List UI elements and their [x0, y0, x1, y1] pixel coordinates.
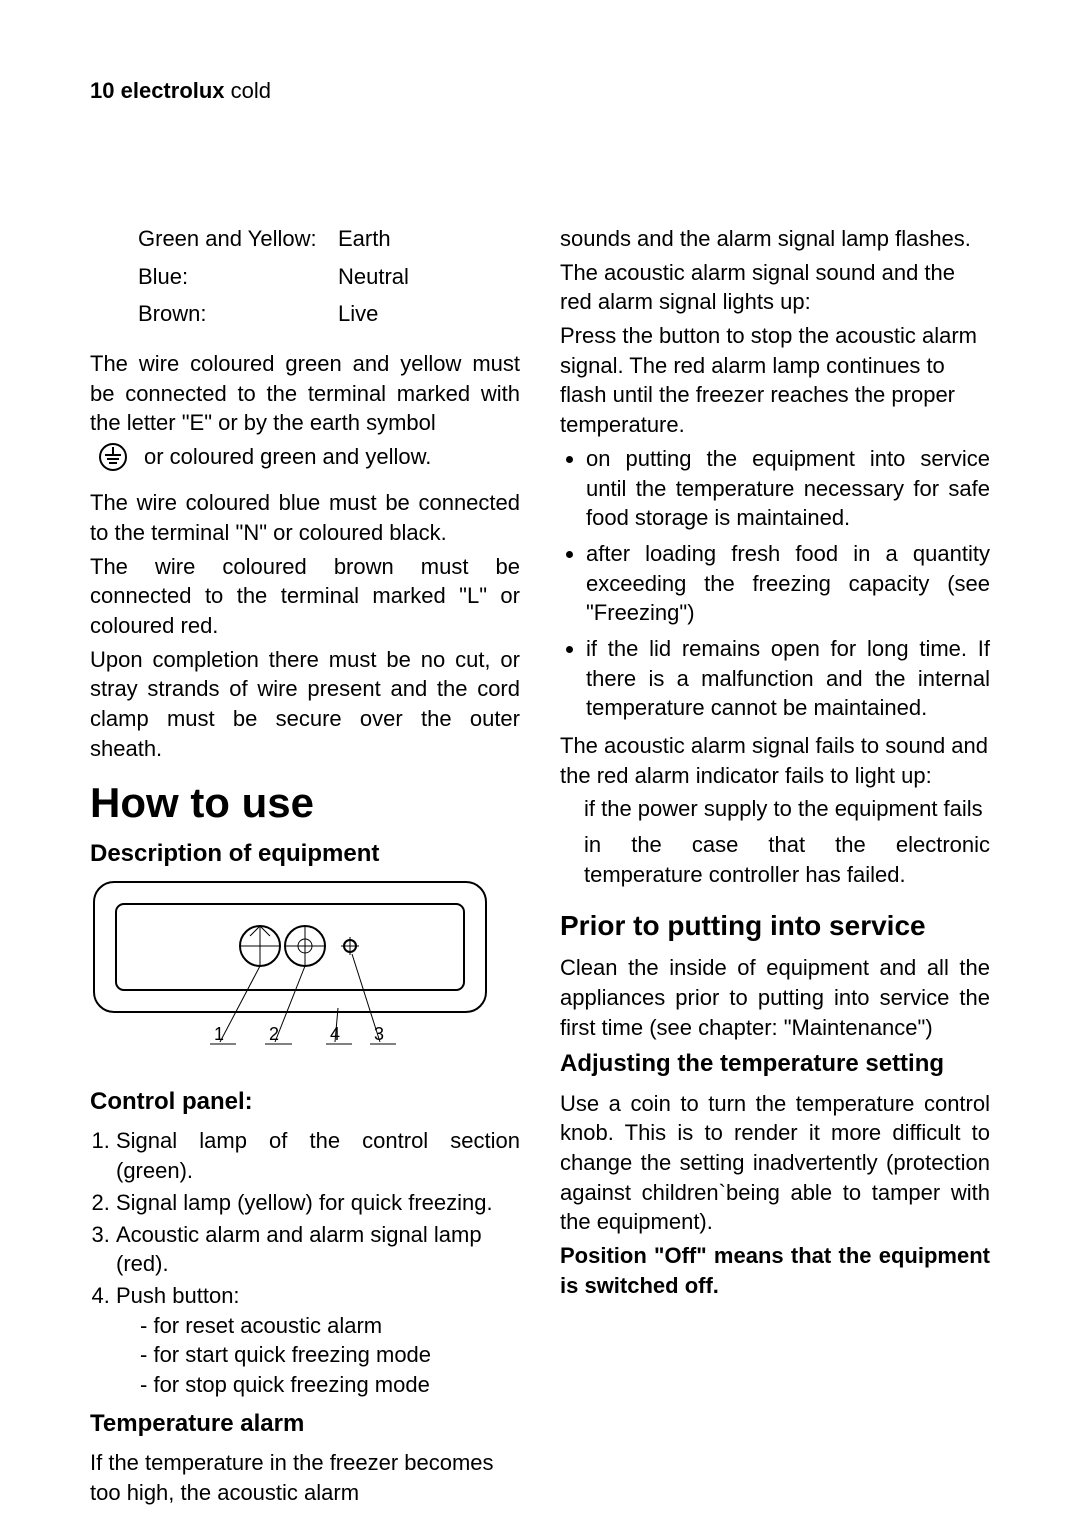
diagram-label-2: 2	[269, 1024, 279, 1044]
bullet-list: on putting the equipment into service un…	[560, 444, 990, 723]
wire-value: Live	[338, 299, 378, 329]
list-item: Acoustic alarm and alarm signal lamp (re…	[116, 1220, 520, 1279]
diagram-label-3: 3	[374, 1024, 384, 1044]
subsection-heading: Description of equipment	[90, 838, 520, 870]
wire-key: Blue:	[138, 262, 338, 292]
list-item: if the lid remains open for long time. I…	[586, 634, 990, 723]
earth-symbol-row: or coloured green and yellow.	[98, 442, 520, 472]
sublist-item: for reset acoustic alarm	[140, 1311, 520, 1341]
paragraph: The wire coloured brown must be connecte…	[90, 552, 520, 641]
paragraph: The acoustic alarm signal fails to sound…	[560, 731, 990, 790]
subsection-heading: Control panel:	[90, 1086, 520, 1118]
control-panel-diagram: 1 2 4 3	[90, 878, 520, 1066]
subsection-heading: Adjusting the temperature setting	[560, 1048, 990, 1080]
wire-key: Brown:	[138, 299, 338, 329]
list-item: Signal lamp (yellow) for quick freezing.	[116, 1188, 520, 1218]
paragraph: If the temperature in the freezer become…	[90, 1448, 520, 1507]
paragraph-continued: or coloured green and yellow.	[144, 442, 431, 472]
paragraph: sounds and the alarm signal lamp flashes…	[560, 224, 990, 254]
section-name: cold	[231, 78, 271, 103]
wire-row: Brown: Live	[138, 299, 520, 329]
left-column: Green and Yellow: Earth Blue: Neutral Br…	[90, 224, 520, 1511]
control-list: Signal lamp of the control section (gree…	[90, 1126, 520, 1399]
right-column: sounds and the alarm signal lamp flashes…	[560, 224, 990, 1511]
diagram-label-1: 1	[214, 1024, 224, 1044]
list-item-text: Push button:	[116, 1283, 240, 1308]
wire-row: Green and Yellow: Earth	[138, 224, 520, 254]
paragraph: The wire coloured blue must be connected…	[90, 488, 520, 547]
wire-colour-table: Green and Yellow: Earth Blue: Neutral Br…	[138, 224, 520, 329]
list-item: after loading fresh food in a quantity e…	[586, 539, 990, 628]
list-item: on putting the equipment into service un…	[586, 444, 990, 533]
list-item: Push button: for reset acoustic alarm fo…	[116, 1281, 520, 1400]
page-header: 10 electrolux cold	[90, 78, 990, 104]
paragraph: The acoustic alarm signal sound and the …	[560, 258, 990, 317]
earth-symbol-icon	[98, 442, 128, 472]
subsection-heading: Temperature alarm	[90, 1408, 520, 1440]
wire-value: Earth	[338, 224, 391, 254]
bold-note: Position "Off" means that the equipment …	[560, 1241, 990, 1300]
push-button-sublist: for reset acoustic alarm for start quick…	[140, 1311, 520, 1400]
wire-value: Neutral	[338, 262, 409, 292]
two-column-layout: Green and Yellow: Earth Blue: Neutral Br…	[90, 224, 990, 1511]
list-item: Signal lamp of the control section (gree…	[116, 1126, 520, 1185]
paragraph: Press the button to stop the acoustic al…	[560, 321, 990, 440]
sublist-item: for start quick freezing mode	[140, 1340, 520, 1370]
manual-page: 10 electrolux cold Green and Yellow: Ear…	[0, 0, 1080, 1526]
wire-key: Green and Yellow:	[138, 224, 338, 254]
indented-item: in the case that the electronic temperat…	[584, 830, 990, 889]
page-number: 10	[90, 78, 114, 103]
wire-row: Blue: Neutral	[138, 262, 520, 292]
subsection-heading: Prior to putting into service	[560, 907, 990, 945]
paragraph: Clean the inside of equipment and all th…	[560, 953, 990, 1042]
sublist-item: for stop quick freezing mode	[140, 1370, 520, 1400]
diagram-label-4: 4	[330, 1024, 340, 1044]
section-heading: How to use	[90, 775, 520, 832]
brand-name: electrolux	[121, 78, 225, 103]
paragraph: Upon completion there must be no cut, or…	[90, 645, 520, 764]
paragraph: The wire coloured green and yellow must …	[90, 349, 520, 438]
paragraph: Use a coin to turn the temperature contr…	[560, 1089, 990, 1237]
indented-item: if the power supply to the equipment fai…	[584, 794, 990, 824]
